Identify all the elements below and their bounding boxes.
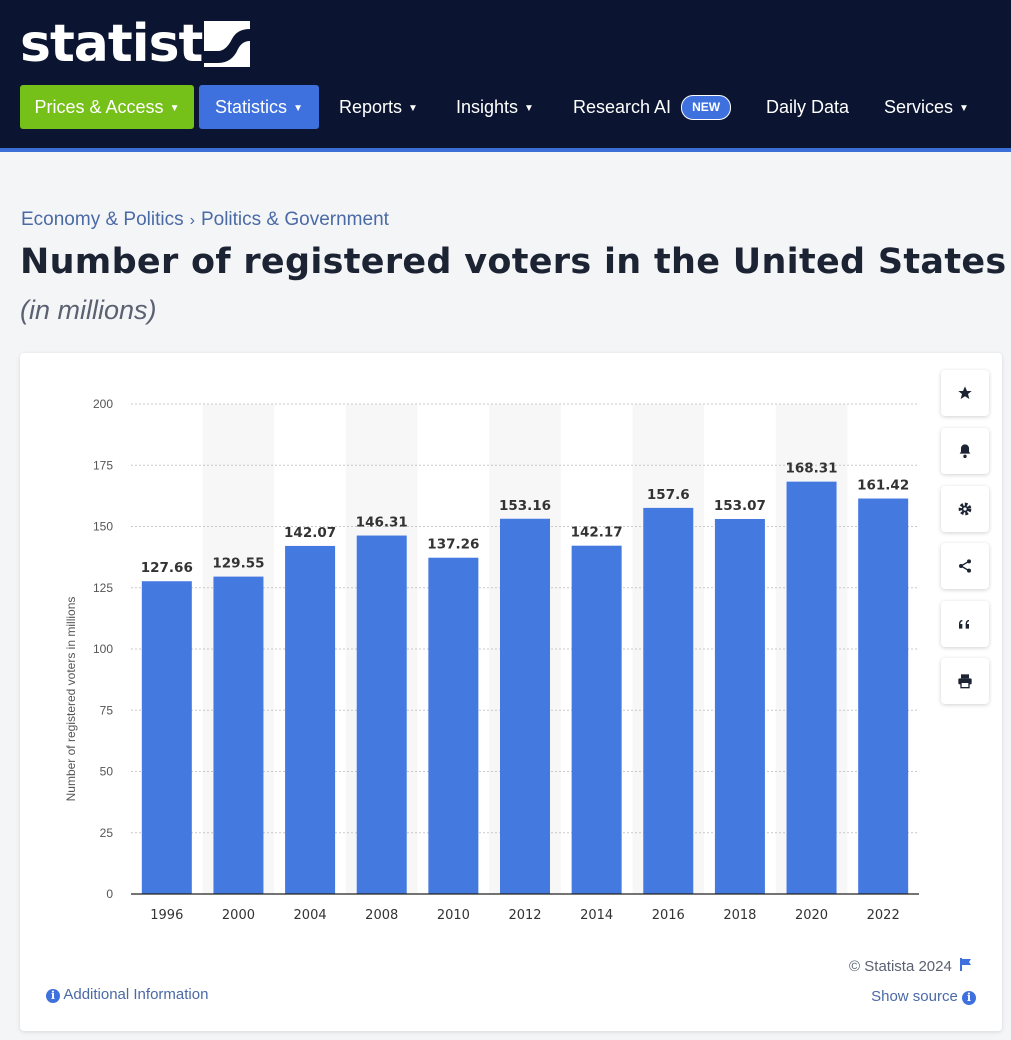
data-label: 137.26 <box>427 537 479 553</box>
bar <box>356 535 407 894</box>
caret-down-icon: ▼ <box>959 103 969 114</box>
quote-icon <box>959 620 969 629</box>
bell-icon <box>959 444 971 458</box>
nav-insights-label: Insights <box>456 97 519 117</box>
nav-reports[interactable]: Reports ▼ <box>339 85 418 129</box>
data-label: 129.55 <box>212 556 264 572</box>
copyright-text: © Statista 2024 <box>849 958 972 975</box>
x-tick-label: 2010 <box>437 908 470 923</box>
y-tick-label: 25 <box>100 826 114 840</box>
caret-down-icon: ▼ <box>293 103 303 114</box>
breadcrumb: Economy & Politics › Politics & Government <box>21 209 389 231</box>
nav-services-label: Services <box>884 97 954 117</box>
bar <box>571 545 622 894</box>
site-header: statista Prices & Access ▼ Statistics ▼ Re… <box>0 0 1011 152</box>
breadcrumb-economy-politics[interactable]: Economy & Politics <box>21 209 184 230</box>
nav-statistics[interactable]: Statistics ▼ <box>199 85 319 129</box>
x-tick-label: 2018 <box>723 908 756 923</box>
new-badge: NEW <box>681 95 732 120</box>
main-content: Economy & Politics › Politics & Government… <box>0 152 1011 1040</box>
chart-card: 0 25 50 75 100 125 150 175 200 127.66 1996 129.55 20… <box>20 353 1002 1031</box>
notification-button[interactable] <box>941 428 989 474</box>
x-tick-label: 2020 <box>795 908 828 923</box>
share-button[interactable] <box>941 543 989 589</box>
page-title: Number of registered voters in the Unite… <box>20 242 1011 282</box>
nav-research-ai[interactable]: Research AI NEW <box>573 85 732 129</box>
additional-information-link[interactable]: i Additional Information <box>46 986 208 1003</box>
statista-logo-icon[interactable] <box>204 21 250 67</box>
bar <box>141 581 192 894</box>
y-tick-label: 100 <box>93 642 113 656</box>
settings-button[interactable] <box>941 486 989 532</box>
bar <box>858 498 909 894</box>
statista-logo[interactable]: statista <box>20 14 237 74</box>
nav-reports-label: Reports <box>339 97 403 117</box>
show-source-link[interactable]: Show source i <box>871 988 976 1005</box>
caret-down-icon: ▼ <box>524 103 534 114</box>
nav-services[interactable]: Services ▼ <box>884 85 969 129</box>
page-subtitle: (in millions) <box>20 295 157 325</box>
printer-icon <box>958 674 972 689</box>
breadcrumb-politics-government[interactable]: Politics & Government <box>200 209 389 230</box>
x-tick-label: 2000 <box>222 908 255 923</box>
bar <box>428 557 479 894</box>
bar-chart: 0 25 50 75 100 125 150 175 200 127.66 1996 129.55 20… <box>64 397 919 923</box>
star-icon <box>958 386 972 399</box>
bar <box>714 518 765 894</box>
y-tick-label: 200 <box>93 397 113 411</box>
print-button[interactable] <box>941 658 989 704</box>
data-label: 153.16 <box>499 498 551 514</box>
caret-down-icon: ▼ <box>408 103 418 114</box>
x-tick-label: 2022 <box>867 908 900 923</box>
data-label: 146.31 <box>356 515 408 531</box>
data-label: 153.07 <box>714 498 766 514</box>
y-tick-label: 175 <box>93 458 113 472</box>
favorite-button[interactable] <box>941 370 989 416</box>
breadcrumb-separator: › <box>189 212 195 229</box>
nav-insights[interactable]: Insights ▼ <box>456 85 534 129</box>
bar <box>500 518 550 894</box>
share-icon <box>959 559 971 573</box>
nav-research-ai-label: Research AI <box>573 97 672 117</box>
y-tick-label: 75 <box>100 703 114 717</box>
bar <box>285 545 336 894</box>
nav-prices-access[interactable]: Prices & Access ▼ <box>20 85 194 129</box>
copyright-label: © Statista 2024 <box>849 958 952 975</box>
gear-icon <box>958 502 972 516</box>
show-source-label: Show source <box>871 988 958 1005</box>
bar <box>213 576 264 894</box>
x-tick-label: 2008 <box>365 908 398 923</box>
x-tick-label: 1996 <box>150 908 183 923</box>
nav-daily-data-label: Daily Data <box>766 97 850 117</box>
cite-button[interactable] <box>941 601 989 647</box>
nav-statistics-label: Statistics <box>215 97 288 117</box>
y-axis-title: Number of registered voters in millions <box>64 597 78 802</box>
y-tick-label: 50 <box>100 765 114 779</box>
data-label: 168.31 <box>785 461 837 477</box>
info-icon: i <box>46 989 60 1003</box>
y-tick-label: 0 <box>106 887 113 901</box>
additional-information-label: Additional Information <box>63 986 209 1003</box>
data-label: 157.6 <box>647 487 690 503</box>
x-tick-label: 2004 <box>294 908 327 923</box>
data-label: 142.17 <box>571 525 623 541</box>
bar <box>643 507 694 894</box>
data-label: 142.07 <box>284 525 336 541</box>
data-label: 127.66 <box>141 560 193 576</box>
caret-down-icon: ▼ <box>169 103 180 114</box>
x-tick-label: 2016 <box>652 908 685 923</box>
info-icon: i <box>962 991 976 1005</box>
nav-prices-access-label: Prices & Access <box>34 97 164 117</box>
flag-icon[interactable] <box>960 958 972 971</box>
y-tick-label: 150 <box>93 520 113 534</box>
x-tick-label: 2014 <box>580 908 613 923</box>
data-label: 161.42 <box>857 478 909 494</box>
bar <box>786 481 837 894</box>
x-tick-label: 2012 <box>508 908 541 923</box>
nav-daily-data[interactable]: Daily Data <box>766 85 849 129</box>
y-tick-label: 125 <box>93 581 113 595</box>
